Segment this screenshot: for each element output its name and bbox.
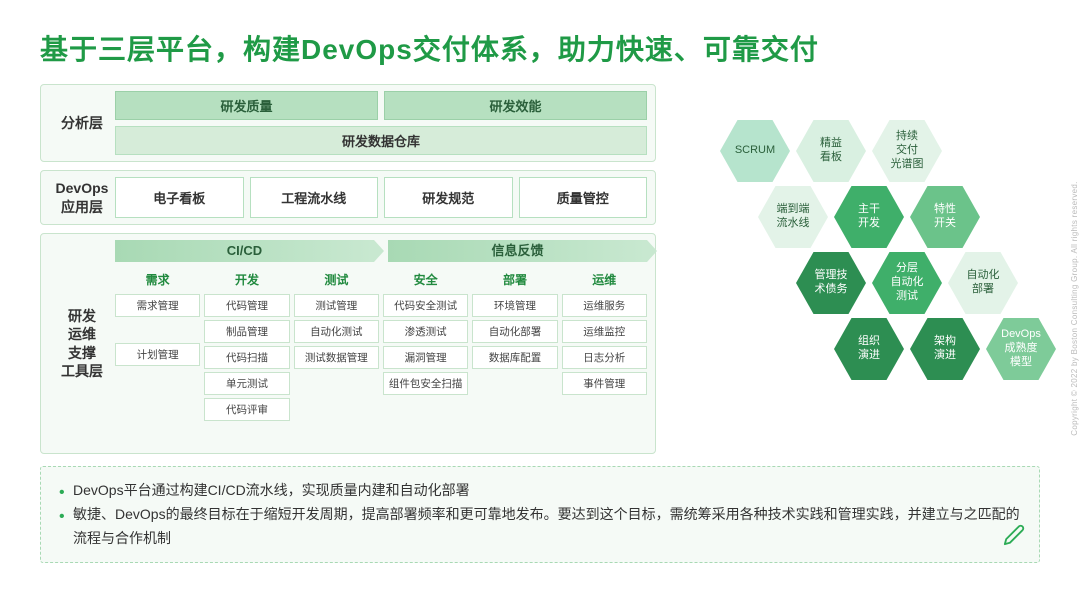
footer-bullet-1: 敏捷、DevOps的最终目标在于缩短开发周期，提高部署频率和更可靠地发布。要达到… [59, 503, 1021, 551]
hex-node-11: DevOps 成熟度 模型 [986, 318, 1056, 380]
tool-cell: 漏洞管理 [383, 346, 468, 369]
app-block-kanban: 电子看板 [115, 177, 244, 218]
left-layers: 分析层 研发质量 研发效能 研发数据仓库 DevOps 应用层 电子看板 [40, 84, 656, 454]
layer-tool: 研发 运维 支撑 工具层 CI/CD 信息反馈 需求需求管理计划管理开发代码管理… [40, 233, 656, 454]
tool-col-title: 运维 [562, 268, 647, 291]
slide-title: 基于三层平台，构建DevOps交付体系，助力快速、可靠交付 [40, 28, 1040, 68]
hex-node-8: 自动化 部署 [948, 252, 1018, 314]
hex-node-7: 分层 自动化 测试 [872, 252, 942, 314]
tool-col-title: 开发 [204, 268, 289, 291]
group-header-feedback: 信息反馈 [388, 240, 647, 262]
tool-cell: 需求管理 [115, 294, 200, 317]
tool-cell: 代码评审 [204, 398, 289, 421]
layer-analysis: 分析层 研发质量 研发效能 研发数据仓库 [40, 84, 656, 162]
hex-node-0: SCRUM [720, 120, 790, 182]
analysis-block-quality: 研发质量 [115, 91, 378, 120]
tool-cell: 运维监控 [562, 320, 647, 343]
footer-notes: DevOps平台通过构建CI/CD流水线，实现质量内建和自动化部署敏捷、DevO… [40, 466, 1040, 563]
hex-node-2: 持续 交付 光谱图 [872, 120, 942, 182]
tool-col-title: 部署 [472, 268, 557, 291]
footer-bullet-0: DevOps平台通过构建CI/CD流水线，实现质量内建和自动化部署 [59, 479, 1021, 503]
tool-col-title: 测试 [294, 268, 379, 291]
tool-cell: 自动化部署 [472, 320, 557, 343]
analysis-block-datawarehouse: 研发数据仓库 [115, 126, 647, 155]
tool-cell: 单元测试 [204, 372, 289, 395]
tool-cell: 计划管理 [115, 343, 200, 366]
tool-cell: 环境管理 [472, 294, 557, 317]
content-area: 分析层 研发质量 研发效能 研发数据仓库 DevOps 应用层 电子看板 [40, 84, 1040, 454]
app-block-quality: 质量管控 [519, 177, 648, 218]
layer-label-analysis: 分析层 [49, 91, 115, 155]
tool-cell: 代码管理 [204, 294, 289, 317]
tool-cell: 制品管理 [204, 320, 289, 343]
tool-cell: 代码扫描 [204, 346, 289, 369]
tool-col-3: 安全代码安全测试渗透测试漏洞管理组件包安全扫描 [383, 268, 468, 421]
hex-node-10: 架构 演进 [910, 318, 980, 380]
tool-col-4: 部署环境管理自动化部署数据库配置 [472, 268, 557, 421]
tool-col-0: 需求需求管理计划管理 [115, 268, 200, 421]
tool-cell: 测试管理 [294, 294, 379, 317]
hex-node-1: 精益 看板 [796, 120, 866, 182]
tool-columns: 需求需求管理计划管理开发代码管理制品管理代码扫描单元测试代码评审测试测试管理自动… [115, 268, 647, 421]
tool-col-title: 需求 [115, 268, 200, 291]
copyright-text: Copyright © 2022 by Boston Consulting Gr… [1070, 181, 1079, 435]
tool-col-1: 开发代码管理制品管理代码扫描单元测试代码评审 [204, 268, 289, 421]
hex-node-4: 主干 开发 [834, 186, 904, 248]
pencil-icon [1003, 524, 1025, 552]
layer-app: DevOps 应用层 电子看板 工程流水线 研发规范 质量管控 [40, 170, 656, 225]
group-header-cicd: CI/CD [115, 240, 374, 262]
layer-label-tool: 研发 运维 支撑 工具层 [49, 240, 115, 447]
hex-node-9: 组织 演进 [834, 318, 904, 380]
app-block-standard: 研发规范 [384, 177, 513, 218]
tool-col-5: 运维运维服务运维监控日志分析事件管理 [562, 268, 647, 421]
tool-cell: 事件管理 [562, 372, 647, 395]
hex-node-6: 管理技 术债务 [796, 252, 866, 314]
tool-cell: 渗透测试 [383, 320, 468, 343]
tool-cell: 运维服务 [562, 294, 647, 317]
tool-cell [115, 320, 200, 340]
right-hex-cluster: SCRUM精益 看板持续 交付 光谱图端到端 流水线主干 开发特性 开关管理技 … [670, 84, 1040, 454]
app-block-pipeline: 工程流水线 [250, 177, 379, 218]
tool-cell: 日志分析 [562, 346, 647, 369]
tool-cell: 自动化测试 [294, 320, 379, 343]
layer-label-app: DevOps 应用层 [49, 177, 115, 218]
tool-cell: 代码安全测试 [383, 294, 468, 317]
tool-col-title: 安全 [383, 268, 468, 291]
tool-col-2: 测试测试管理自动化测试测试数据管理 [294, 268, 379, 421]
tool-cell: 测试数据管理 [294, 346, 379, 369]
tool-cell: 组件包安全扫描 [383, 372, 468, 395]
analysis-block-efficiency: 研发效能 [384, 91, 647, 120]
hex-node-3: 端到端 流水线 [758, 186, 828, 248]
hex-node-5: 特性 开关 [910, 186, 980, 248]
tool-cell: 数据库配置 [472, 346, 557, 369]
